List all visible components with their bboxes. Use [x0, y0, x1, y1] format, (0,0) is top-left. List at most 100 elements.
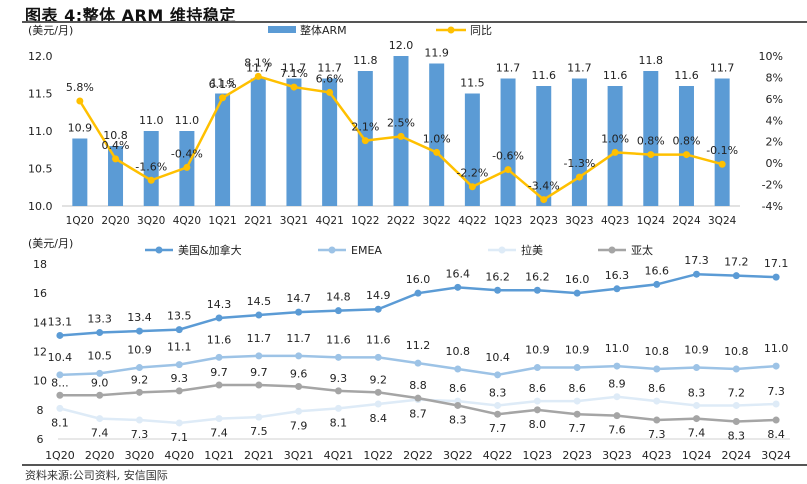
- point-na-4Q23: [653, 280, 661, 288]
- point-apac-1Q22: [374, 388, 382, 396]
- x-tick-label: 2Q22: [403, 449, 433, 462]
- point-apac-3Q20: [135, 388, 143, 396]
- point-na-2Q22: [414, 289, 422, 297]
- series-line-apac: [59, 383, 777, 423]
- point-na-1Q23: [533, 286, 541, 294]
- bar-label: 11.7: [710, 62, 735, 75]
- data-label-emea: 11.7: [247, 332, 272, 345]
- legend-swatch-dot-apac: [608, 246, 616, 254]
- x-tick-label: 2Q23: [562, 449, 592, 462]
- data-label-apac: 7.6: [608, 424, 626, 437]
- data-label-na: 13.3: [87, 313, 112, 326]
- point-apac-3Q21: [295, 383, 303, 390]
- yoy-point-2Q20: [112, 155, 120, 163]
- data-label-na: 16.0: [406, 273, 431, 286]
- point-emea-2Q23: [573, 364, 581, 372]
- data-label-latam: 8.4: [369, 412, 387, 425]
- data-label-na: 16.6: [644, 264, 669, 277]
- bar-4Q22: [464, 93, 480, 206]
- point-apac-1Q21: [215, 381, 223, 389]
- yoy-label: -2.2%: [456, 167, 488, 180]
- y-axis-tick: 8: [37, 404, 44, 417]
- yoy-label: 2.1%: [351, 121, 379, 134]
- point-apac-3Q22: [454, 401, 462, 409]
- point-apac-1Q20: [56, 391, 64, 399]
- yoy-label: 1.0%: [423, 132, 451, 145]
- bar-label: 10.8: [103, 129, 128, 142]
- bar-label: 11.7: [282, 62, 307, 75]
- chart1-x-ticks: 1Q20 2Q20 3Q20 4Q20 1Q21 2Q21 3Q21 4Q21 1Q22 2Q22…: [66, 215, 737, 227]
- legend-swatch-arm: [268, 26, 296, 33]
- yoy-label: 0.8%: [637, 135, 665, 148]
- legend-swatch-dot-emea: [328, 246, 336, 254]
- point-na-2Q21: [255, 311, 263, 319]
- y-axis-tick: 12: [33, 346, 47, 359]
- yoy-point-2Q24: [682, 151, 690, 159]
- x-tick-label: 4Q22: [483, 449, 513, 462]
- bar-label: 11.0: [175, 114, 200, 127]
- point-na-3Q24: [772, 273, 780, 281]
- yoy-label: -0.4%: [171, 147, 203, 160]
- data-label-latam: 8.6: [648, 382, 666, 395]
- x-tick-label: 2Q21: [244, 215, 272, 227]
- point-na-4Q21: [334, 307, 342, 315]
- data-label-emea: 11.0: [764, 342, 789, 355]
- data-label-latam: 8.1: [51, 416, 69, 429]
- yoy-point-3Q21: [290, 83, 298, 91]
- point-latam-4Q20: [175, 419, 183, 427]
- point-na-2Q24: [732, 272, 740, 280]
- data-label-latam: 7.5: [250, 425, 268, 438]
- point-na-3Q21: [295, 308, 303, 316]
- left-axis-tick: 11.5: [28, 88, 53, 101]
- point-latam-4Q22: [494, 401, 502, 409]
- yoy-point-3Q24: [718, 160, 726, 168]
- x-tick-label: 1Q20: [66, 215, 94, 227]
- bar-4Q21: [322, 78, 338, 206]
- right-axis-tick: 2%: [766, 136, 783, 149]
- left-axis-tick: 10.0: [28, 200, 53, 213]
- yoy-point-4Q22: [468, 183, 476, 191]
- bar-label: 11.5: [460, 77, 485, 90]
- bar-3Q20: [143, 131, 159, 206]
- x-tick-label: 2Q21: [244, 449, 274, 462]
- bar-label: 12.0: [389, 39, 414, 52]
- point-apac-2Q20: [96, 391, 104, 399]
- data-label-emea: 10.9: [565, 344, 590, 357]
- legend-label-arm: 整体ARM: [300, 23, 347, 37]
- yoy-point-3Q20: [147, 176, 155, 184]
- data-label-apac: 9.3: [330, 372, 348, 385]
- x-tick-label: 3Q23: [602, 449, 632, 462]
- yoy-label: 8.1%: [244, 56, 272, 69]
- bottom-rule: [22, 464, 807, 466]
- data-label-na: 13.1: [48, 315, 73, 328]
- point-na-1Q20: [56, 331, 64, 339]
- bar-2Q24: [678, 86, 694, 206]
- bar-label: 11.7: [246, 62, 271, 75]
- data-label-emea: 10.9: [525, 344, 550, 357]
- bar-1Q21: [215, 93, 231, 206]
- point-na-1Q24: [693, 270, 701, 278]
- data-label-apac: 8.3: [728, 430, 746, 443]
- x-tick-label: 1Q23: [494, 215, 522, 227]
- data-label-na: 14.5: [247, 295, 272, 308]
- data-label-apac: 7.4: [688, 427, 706, 440]
- point-latam-2Q23: [573, 397, 581, 405]
- chart1-yoy-points: [76, 72, 726, 204]
- bar-label: 10.9: [68, 122, 93, 135]
- yoy-label: 5.8%: [66, 81, 94, 94]
- chart1-right-axis: -4% -2% 0% 2% 4% 6% 8% 10%: [759, 50, 783, 213]
- data-label-emea: 11.6: [366, 333, 391, 346]
- bar-label: 11.8: [353, 54, 378, 67]
- x-tick-label: 2Q24: [721, 449, 751, 462]
- data-label-na: 17.3: [684, 254, 709, 267]
- right-axis-tick: -4%: [762, 200, 783, 213]
- yoy-label: -3.4%: [528, 180, 560, 193]
- chart1-left-axis: 10.0 10.5 11.0 11.5 12.0: [28, 50, 53, 213]
- bar-2Q20: [108, 146, 124, 206]
- y-axis-tick: 16: [33, 287, 47, 300]
- data-label-na: 14.7: [286, 292, 311, 305]
- bar-label: 11.6: [674, 69, 699, 82]
- point-latam-3Q23: [613, 393, 621, 401]
- chart2-unit-label: (美元/月): [28, 237, 73, 250]
- yoy-label: 2.5%: [387, 116, 415, 129]
